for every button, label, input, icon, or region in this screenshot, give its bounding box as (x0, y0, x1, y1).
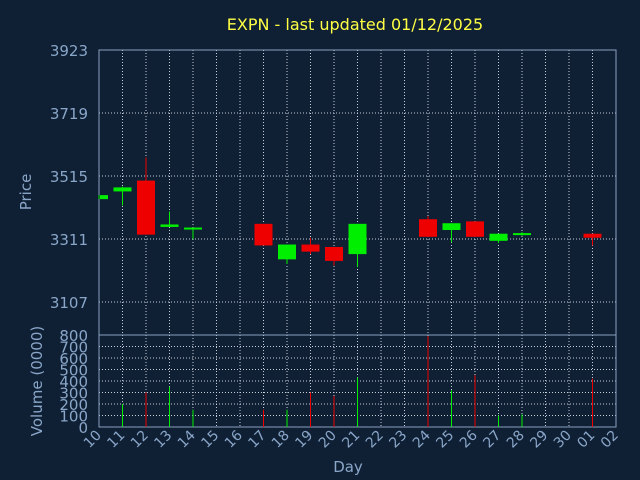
price-tick-label: 3719 (50, 105, 88, 123)
volume-tick-label: 0 (78, 419, 88, 437)
volume-axis-label: Volume (0000) (28, 326, 46, 436)
volume-tick-label: 400 (59, 373, 88, 391)
volume-tick-label: 800 (59, 327, 88, 345)
volume-tick-label: 600 (59, 350, 88, 368)
price-axis-ticks: 3107 3311 3515 3719 3923 (50, 42, 88, 312)
price-tick-label: 3107 (50, 294, 88, 312)
chart-title: EXPN - last updated 01/12/2025 (227, 15, 483, 34)
candle-body (113, 187, 132, 192)
volume-tick-label: 200 (59, 396, 88, 414)
volume-tick-label: 500 (59, 362, 88, 380)
candle-body (137, 180, 155, 235)
price-tick-label: 3923 (50, 42, 88, 60)
x-axis-ticks: 10 11 12 13 14 15 16 17 18 19 20 21 22 23 24 25 26 27 28 29… (81, 427, 622, 451)
candle-body (160, 224, 179, 227)
price-tick-label: 3311 (50, 231, 88, 249)
candle-body (278, 244, 296, 260)
volume-tick-label: 700 (59, 339, 88, 357)
candle-body (442, 223, 461, 231)
candles-layer (98, 157, 602, 268)
volume-bars-layer (122, 336, 593, 427)
candle-body (583, 233, 602, 238)
candle-body (325, 246, 343, 261)
x-axis-label: Day (333, 458, 363, 476)
price-tick-label: 3515 (50, 168, 88, 186)
candle-body (419, 219, 437, 237)
price-grid (98, 49, 617, 335)
candle-body (513, 233, 531, 236)
candle-body (254, 223, 273, 246)
candle-body (466, 221, 484, 237)
volume-tick-label: 300 (59, 385, 88, 403)
candle-body (348, 223, 367, 255)
candle-body (100, 195, 108, 200)
candle-body (301, 244, 320, 252)
candle-body (184, 227, 202, 230)
price-axis-label: Price (17, 174, 35, 211)
candle-body (489, 233, 508, 241)
volume-tick-label: 100 (59, 408, 88, 426)
